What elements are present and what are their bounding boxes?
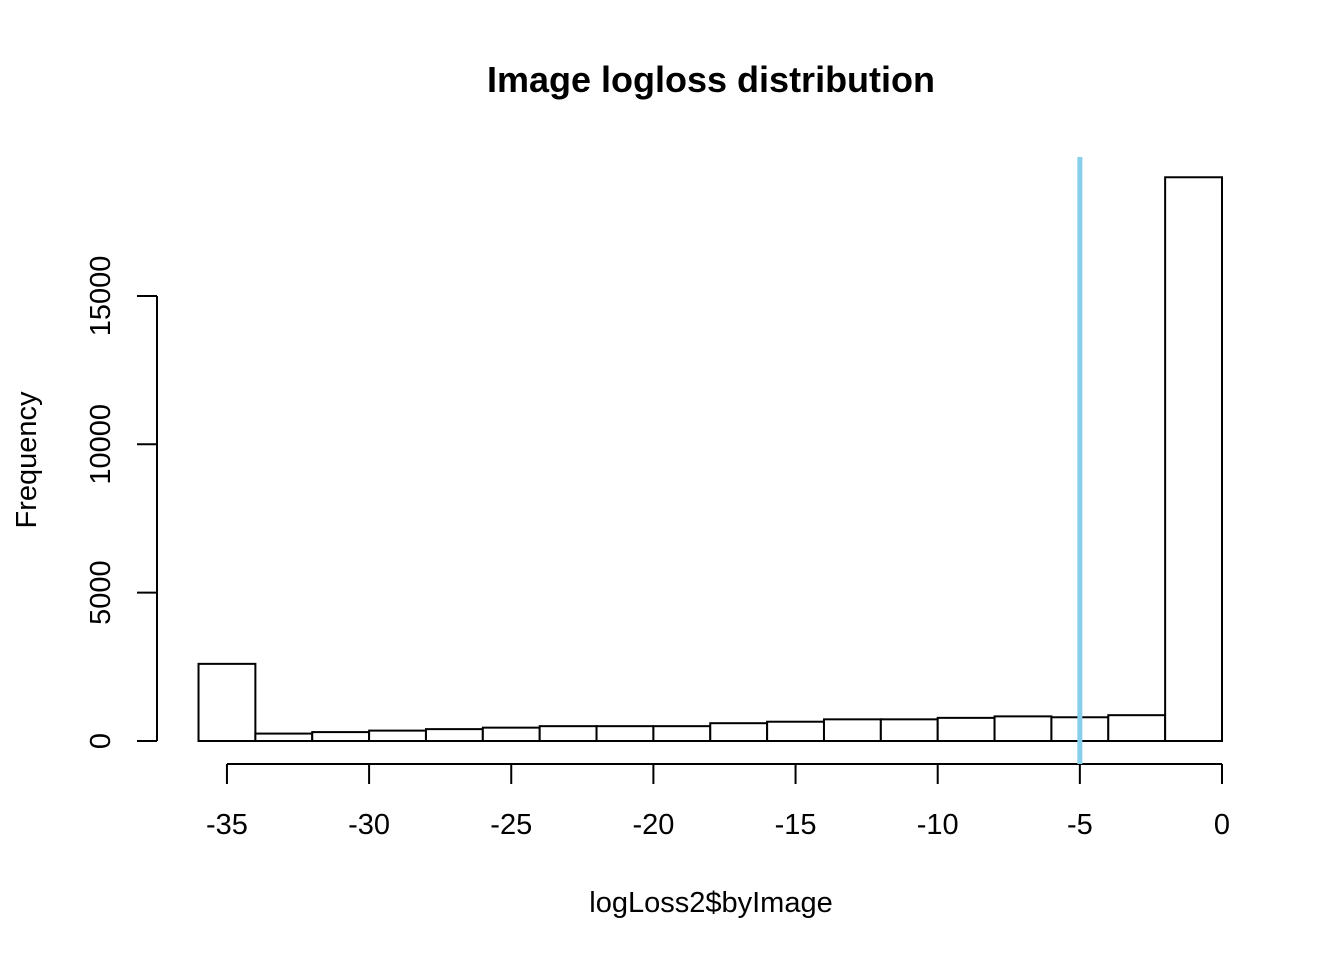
- histogram-bar: [993, 715, 1053, 743]
- x-tick-label: -5: [1067, 809, 1093, 841]
- histogram-bar: [879, 718, 939, 742]
- histogram-bar: [652, 725, 712, 742]
- y-tick-label: 0: [85, 733, 117, 749]
- chart-title: Image logloss distribution: [487, 59, 935, 100]
- histogram-bar: [538, 725, 598, 742]
- histogram-bar: [766, 720, 825, 742]
- x-tick-label: -10: [917, 809, 959, 841]
- histogram-bar: [822, 718, 882, 742]
- histogram-bar: [481, 726, 541, 742]
- x-tick-label: -30: [348, 809, 390, 841]
- histogram-bar: [1107, 714, 1167, 742]
- x-tick-label: -15: [775, 809, 817, 841]
- y-tick-label: 10000: [85, 404, 117, 485]
- histogram-bar: [709, 722, 769, 742]
- x-tick-label: -20: [632, 809, 674, 841]
- histogram-bar: [936, 716, 996, 743]
- histogram-bar: [254, 732, 314, 743]
- histogram-bar: [1164, 176, 1224, 742]
- histogram-bar: [311, 731, 371, 742]
- x-tick-label: -35: [206, 809, 248, 841]
- histogram-bar: [595, 725, 655, 742]
- bars-group: [197, 176, 1224, 743]
- y-axis-label: Frequency: [11, 391, 43, 529]
- y-tick-label: 15000: [85, 256, 117, 337]
- x-tick-label: 0: [1214, 809, 1230, 841]
- histogram-bar: [368, 729, 427, 742]
- y-axis: 0 5000 10000 15000: [85, 256, 158, 749]
- x-tick-label: -25: [490, 809, 532, 841]
- x-axis: -35 -30 -25 -20 -15 -10 -5 0: [206, 763, 1230, 841]
- x-axis-label: logLoss2$byImage: [589, 887, 832, 919]
- y-tick-label: 5000: [85, 560, 117, 625]
- histogram-bar: [197, 662, 257, 742]
- histogram-bar: [424, 728, 484, 743]
